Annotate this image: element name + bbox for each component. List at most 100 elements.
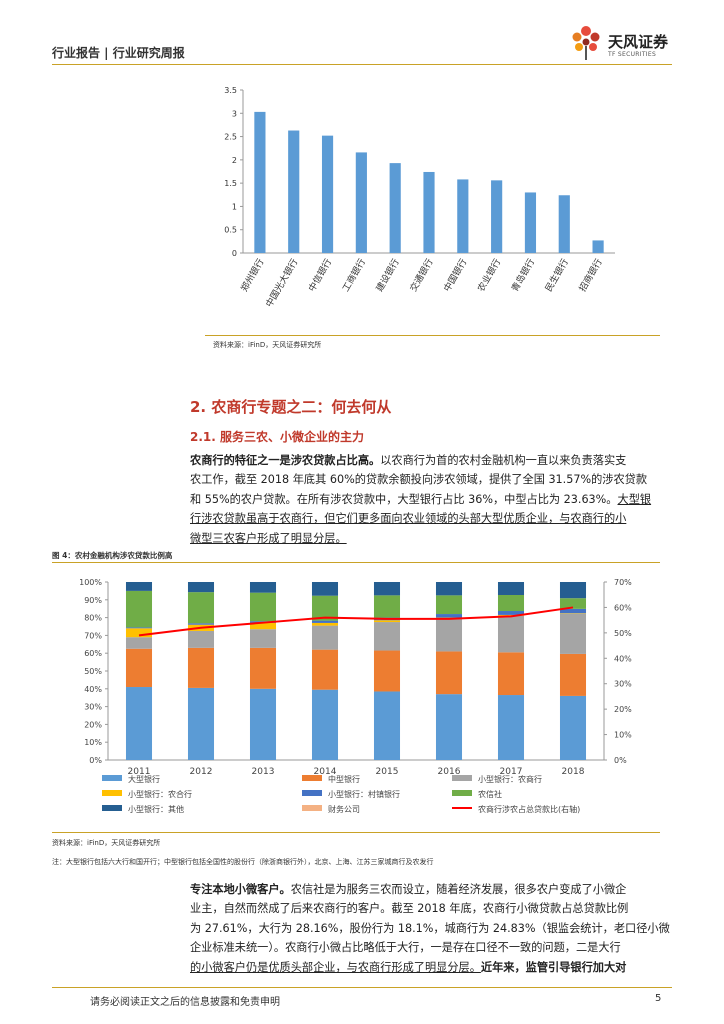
legend-label: 大型银行 <box>128 774 160 784</box>
bar <box>457 179 469 253</box>
para2-line4: 企业标准未统一）。农商行小微占比略低于大行，一是存在口径不一致的问题，二是大行 <box>190 941 621 955</box>
stack-segment <box>311 689 339 760</box>
stack-segment <box>373 595 401 618</box>
legend-label: 小型银行：其他 <box>128 804 184 814</box>
x-tick-label: 2016 <box>438 767 461 777</box>
stack-segment <box>249 688 277 760</box>
stack-segment <box>559 695 587 760</box>
stack-segment <box>497 582 525 595</box>
stack-segment <box>559 582 587 599</box>
stack-segment <box>249 592 277 622</box>
bar <box>389 163 401 253</box>
stack-segment <box>559 613 587 614</box>
x-tick-label: 中国银行 <box>441 257 469 294</box>
page-number: 5 <box>655 993 662 1004</box>
stack-segment <box>187 592 215 624</box>
legend-label: 小型银行：村镇银行 <box>328 789 400 799</box>
bar <box>558 195 570 253</box>
para2-line5-bold: 近年来，监管引导银行加大对 <box>480 960 627 974</box>
stack-segment <box>125 582 153 591</box>
stack-segment <box>373 691 401 760</box>
bar <box>524 192 537 253</box>
stack-segment <box>125 637 153 649</box>
left-tick-label: 80% <box>84 614 102 623</box>
x-tick-label: 民生银行 <box>542 257 570 294</box>
para1-line3-underlined: 大型银 <box>617 492 652 506</box>
x-tick-label: 2013 <box>252 767 275 777</box>
figure4-source: 资料来源：iFinD，天风证券研究所 <box>52 839 161 847</box>
figure4-note: 注：大型银行包括六大行和国开行；中型银行包括全国性的股份行（除浙商银行外），北京… <box>52 858 434 866</box>
legend-swatch <box>452 790 472 796</box>
y-tick-label: 2.5 <box>224 133 237 142</box>
legend-swatch <box>302 805 322 811</box>
y-tick-label: 1 <box>232 202 237 211</box>
x-tick-label: 青岛银行 <box>509 257 537 294</box>
legend-swatch <box>102 775 122 781</box>
bar <box>254 111 266 253</box>
tf-logo: 天风证券 TF SECURITIES <box>568 22 678 62</box>
stack-segment <box>125 648 153 688</box>
stack-segment <box>311 582 339 596</box>
right-tick-label: 60% <box>614 603 632 612</box>
stack-segment <box>497 615 525 653</box>
stack-segment <box>311 620 339 623</box>
chart1-source-rule <box>205 335 660 336</box>
right-tick-label: 10% <box>614 731 632 740</box>
bar <box>355 152 367 253</box>
stack-segment <box>435 694 463 760</box>
x-tick-label: 农业银行 <box>475 257 503 294</box>
legend-label: 中型银行 <box>328 774 360 784</box>
y-tick-label: 1.5 <box>224 179 237 188</box>
left-tick-label: 50% <box>84 667 102 676</box>
para1-line2: 农工作，截至 2018 年底其 60%的贷款余额投向涉农领域，提供了全国 31.… <box>190 473 648 487</box>
legend-swatch <box>452 775 472 781</box>
right-tick-label: 40% <box>614 654 632 663</box>
legend-label: 财务公司 <box>328 804 360 814</box>
para1-line3: 和 55%的农户贷款。在所有涉农贷款中，大型银行占比 36%，中型占比为 23.… <box>190 492 618 506</box>
stack-segment <box>125 590 153 628</box>
x-tick-label: 2018 <box>562 767 585 777</box>
stack-segment <box>497 611 525 615</box>
stack-segment <box>559 608 587 614</box>
stack-segment <box>249 647 277 689</box>
x-tick-label: 2017 <box>500 767 523 777</box>
left-tick-label: 70% <box>84 631 102 640</box>
figure4-source-rule <box>52 832 660 833</box>
y-tick-label: 3.5 <box>224 86 237 95</box>
para1-line1: 以农商行为首的农村金融机构一直以来负责落实支 <box>380 454 627 467</box>
figure4-title: 图 4：农村金融机构涉农贷款比例高 <box>52 551 173 560</box>
left-tick-label: 100% <box>79 578 102 587</box>
x-tick-label: 交通银行 <box>407 257 435 294</box>
stack-segment <box>187 623 215 625</box>
para2-line5-underlined: 的小微客户仍是优质头部企业，与农商行形成了明显分层。 <box>190 960 481 974</box>
stack-segment <box>559 653 587 696</box>
stack-segment <box>373 582 401 596</box>
y-tick-label: 3 <box>232 109 237 118</box>
right-tick-label: 30% <box>614 680 632 689</box>
paragraph-small-business: 专注本地小微客户。农信社是为服务三农而设立，随着经济发展，很多农户变成了小微企 … <box>190 880 670 977</box>
page-header: 行业报告 | 行业研究周报 <box>52 40 672 66</box>
stack-segment <box>373 622 401 651</box>
x-tick-label: 招商银行 <box>576 257 604 294</box>
stack-segment <box>373 650 401 692</box>
para2-line2: 业主，自然而然成了后来农商行的客户。截至 2018 年底，农商行小微贷款占总贷款… <box>190 902 629 916</box>
para1-line4: 行涉农贷款虽高于农商行，但它们更多面向农业领域的头部大型优质企业，与农商行的小 <box>190 512 627 526</box>
stack-segment <box>187 582 215 593</box>
stack-segment <box>497 652 525 696</box>
legend-swatch <box>302 790 322 796</box>
header-rule <box>52 64 672 65</box>
stack-segment <box>435 582 463 596</box>
subsection-heading: 2.1. 服务三农、小微企业的主力 <box>190 430 364 444</box>
line-series <box>138 606 574 637</box>
y-tick-label: 0 <box>232 249 237 258</box>
x-tick-label: 中国光大银行 <box>263 257 300 310</box>
left-tick-label: 30% <box>84 703 102 712</box>
stack-segment <box>187 630 215 648</box>
stack-segment <box>559 613 587 654</box>
right-tick-label: 50% <box>614 629 632 638</box>
paragraph-agri-loans: 农商行的特征之一是涉农贷款占比高。以农商行为首的农村金融机构一直以来负责落实支 … <box>190 451 670 548</box>
stack-segment <box>249 582 277 593</box>
legend-label: 小型银行：农合行 <box>128 789 192 799</box>
x-tick-label: 郑州银行 <box>238 257 266 294</box>
